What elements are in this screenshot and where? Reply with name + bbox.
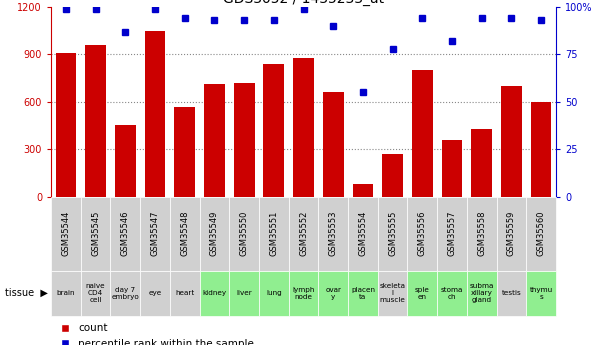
Bar bbox=[467, 271, 496, 316]
Text: stoma
ch: stoma ch bbox=[441, 287, 463, 300]
Bar bbox=[51, 271, 81, 316]
Bar bbox=[229, 271, 259, 316]
Bar bbox=[467, 197, 496, 271]
Text: heart: heart bbox=[175, 290, 194, 296]
Text: GSM35557: GSM35557 bbox=[448, 211, 457, 256]
Text: GSM35555: GSM35555 bbox=[388, 211, 397, 256]
Text: GSM35560: GSM35560 bbox=[537, 211, 546, 256]
Bar bbox=[319, 271, 348, 316]
Text: eye: eye bbox=[148, 290, 162, 296]
Bar bbox=[293, 58, 314, 197]
Text: thymu
s: thymu s bbox=[529, 287, 553, 300]
Text: ovar
y: ovar y bbox=[325, 287, 341, 300]
Bar bbox=[526, 197, 556, 271]
Bar bbox=[145, 31, 165, 197]
Bar bbox=[51, 197, 81, 271]
Bar bbox=[442, 140, 462, 197]
Legend: count, percentile rank within the sample: count, percentile rank within the sample bbox=[50, 319, 258, 345]
Bar bbox=[288, 197, 319, 271]
Bar bbox=[496, 197, 526, 271]
Text: lymph
node: lymph node bbox=[292, 287, 315, 300]
Text: sple
en: sple en bbox=[415, 287, 430, 300]
Bar bbox=[170, 271, 200, 316]
Text: GSM35549: GSM35549 bbox=[210, 211, 219, 256]
Bar bbox=[174, 107, 195, 197]
Bar bbox=[85, 45, 106, 197]
Text: GSM35554: GSM35554 bbox=[358, 211, 367, 256]
Bar bbox=[407, 271, 437, 316]
Bar bbox=[111, 197, 140, 271]
Text: kidney: kidney bbox=[203, 290, 227, 296]
Text: testis: testis bbox=[501, 290, 521, 296]
Bar bbox=[140, 271, 170, 316]
Bar bbox=[259, 271, 288, 316]
Text: subma
xillary
gland: subma xillary gland bbox=[469, 283, 494, 303]
Text: GSM35545: GSM35545 bbox=[91, 211, 100, 256]
Text: GSM35544: GSM35544 bbox=[61, 211, 70, 256]
Bar bbox=[200, 197, 229, 271]
Text: GSM35546: GSM35546 bbox=[121, 211, 130, 256]
Text: GSM35550: GSM35550 bbox=[240, 211, 249, 256]
Bar bbox=[288, 271, 319, 316]
Bar bbox=[407, 197, 437, 271]
Bar bbox=[531, 102, 552, 197]
Text: brain: brain bbox=[56, 290, 75, 296]
Bar bbox=[348, 271, 378, 316]
Text: GSM35551: GSM35551 bbox=[269, 211, 278, 256]
Bar bbox=[229, 197, 259, 271]
Bar bbox=[501, 86, 522, 197]
Bar bbox=[378, 197, 407, 271]
Text: lung: lung bbox=[266, 290, 282, 296]
Text: GSM35548: GSM35548 bbox=[180, 211, 189, 256]
Bar bbox=[323, 92, 344, 197]
Bar bbox=[353, 184, 373, 197]
Bar bbox=[263, 64, 284, 197]
Bar bbox=[204, 85, 225, 197]
Text: GSM35547: GSM35547 bbox=[150, 211, 159, 256]
Bar bbox=[81, 271, 111, 316]
Text: placen
ta: placen ta bbox=[351, 287, 375, 300]
Bar bbox=[437, 271, 467, 316]
Bar bbox=[378, 271, 407, 316]
Text: liver: liver bbox=[236, 290, 252, 296]
Bar bbox=[471, 129, 492, 197]
Bar bbox=[526, 271, 556, 316]
Bar bbox=[234, 83, 254, 197]
Text: naive
CD4
cell: naive CD4 cell bbox=[86, 283, 105, 303]
Bar bbox=[115, 126, 136, 197]
Bar bbox=[259, 197, 288, 271]
Bar bbox=[412, 70, 433, 197]
Text: GSM35552: GSM35552 bbox=[299, 211, 308, 256]
Text: GSM35553: GSM35553 bbox=[329, 211, 338, 256]
Text: skeleta
l
muscle: skeleta l muscle bbox=[380, 283, 406, 303]
Bar bbox=[111, 271, 140, 316]
Bar bbox=[382, 154, 403, 197]
Text: tissue  ▶: tissue ▶ bbox=[5, 288, 48, 298]
Bar bbox=[140, 197, 170, 271]
Bar bbox=[496, 271, 526, 316]
Bar bbox=[319, 197, 348, 271]
Bar bbox=[55, 53, 76, 197]
Title: GDS3052 / 1435233_at: GDS3052 / 1435233_at bbox=[223, 0, 384, 6]
Bar bbox=[348, 197, 378, 271]
Text: GSM35559: GSM35559 bbox=[507, 211, 516, 256]
Bar bbox=[437, 197, 467, 271]
Bar bbox=[200, 271, 229, 316]
Bar bbox=[81, 197, 111, 271]
Text: GSM35556: GSM35556 bbox=[418, 211, 427, 256]
Bar bbox=[170, 197, 200, 271]
Text: GSM35558: GSM35558 bbox=[477, 211, 486, 256]
Text: day 7
embryо: day 7 embryо bbox=[111, 287, 139, 300]
